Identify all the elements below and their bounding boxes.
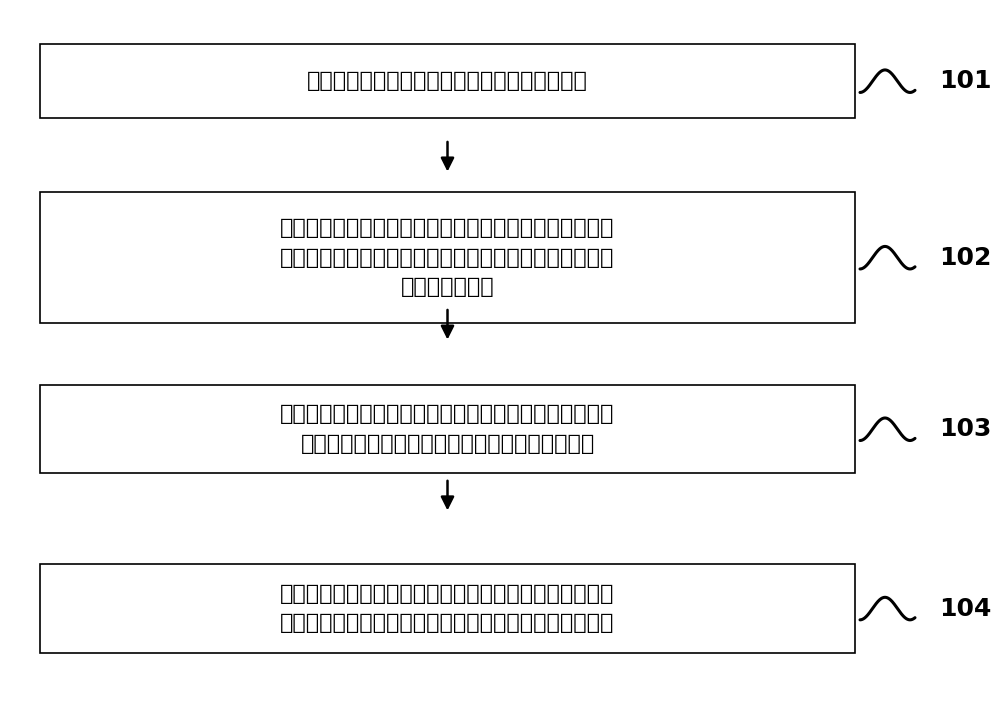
Bar xyxy=(40,565,855,652)
Text: 102: 102 xyxy=(939,246,991,270)
Text: 确定第一窗口的大小，以使得根据所述第一窗口在所述脉
冲波形中查找到的跳变沿个数等于用户输入的所述脉冲波
形的跳变沿个数: 确定第一窗口的大小，以使得根据所述第一窗口在所述脉 冲波形中查找到的跳变沿个数等… xyxy=(280,218,615,297)
Text: 103: 103 xyxy=(939,417,991,441)
Bar xyxy=(40,44,855,118)
Text: 将第一窗口在所述脉冲波形上滑动，确定所述脉冲波形中
跳变沿的位置和所述跳变沿的起点坐标和终点坐标: 将第一窗口在所述脉冲波形上滑动，确定所述脉冲波形中 跳变沿的位置和所述跳变沿的起… xyxy=(280,405,615,454)
Text: 104: 104 xyxy=(939,597,991,621)
Text: 101: 101 xyxy=(939,69,991,93)
Text: 根据所述脉冲波形中跳变沿的起点坐标和终点坐标，对所
述脉冲波形在单位时间内的信号幅値变化量进行统计分析: 根据所述脉冲波形中跳变沿的起点坐标和终点坐标，对所 述脉冲波形在单位时间内的信号… xyxy=(280,584,615,633)
Text: 获取脉冲波形，以及所述脉冲波形的跳变沿个数: 获取脉冲波形，以及所述脉冲波形的跳变沿个数 xyxy=(307,71,588,91)
Bar xyxy=(40,385,855,473)
Bar xyxy=(40,192,855,323)
